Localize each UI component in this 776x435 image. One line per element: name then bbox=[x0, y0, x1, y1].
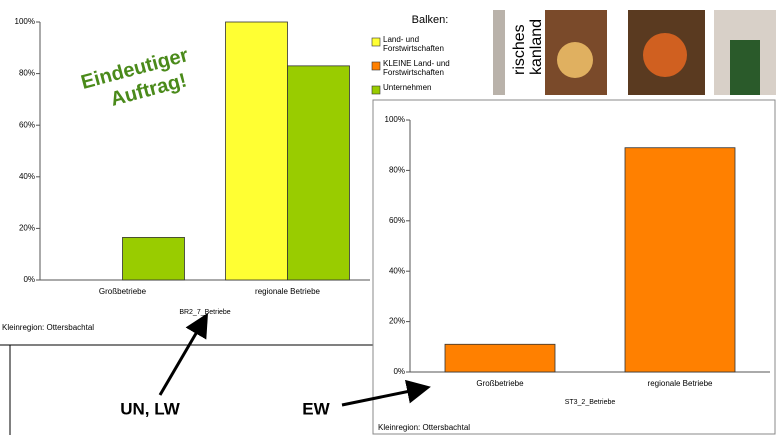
bar bbox=[225, 21, 288, 281]
x-tick-label: regionale Betriebe bbox=[648, 379, 713, 388]
y-tick-label: 80% bbox=[19, 69, 35, 78]
y-tick-label: 100% bbox=[15, 17, 35, 26]
bar bbox=[287, 65, 350, 281]
bar bbox=[122, 237, 185, 281]
photo-banner: risches kanland bbox=[493, 0, 776, 100]
y-tick-label: 80% bbox=[389, 166, 405, 175]
footnote: Kleinregion: Ottersbachtal bbox=[2, 323, 94, 332]
y-tick-label: 20% bbox=[19, 224, 35, 233]
y-tick-label: 60% bbox=[389, 216, 405, 225]
legend-label: KLEINE Land- und Forstwirtschaften bbox=[383, 59, 450, 77]
footnote: Kleinregion: Ottersbachtal bbox=[378, 423, 470, 432]
banner-text: risches bbox=[511, 24, 528, 75]
x-tick-label: regionale Betriebe bbox=[255, 287, 320, 296]
x-tick-label: Großbetriebe bbox=[99, 287, 147, 296]
legend-title: Balken: bbox=[412, 14, 449, 26]
x-tick-label: Großbetriebe bbox=[476, 379, 524, 388]
y-tick-label: 40% bbox=[19, 172, 35, 181]
y-tick-label: 0% bbox=[23, 275, 35, 284]
bar bbox=[444, 343, 556, 373]
y-tick-label: 20% bbox=[389, 317, 405, 326]
legend-label: Unternehmen bbox=[383, 83, 431, 92]
y-tick-label: 0% bbox=[393, 367, 405, 376]
legend-swatch bbox=[371, 37, 381, 47]
y-tick-label: 100% bbox=[385, 115, 405, 124]
legend-swatch bbox=[371, 61, 381, 71]
legend-swatch bbox=[371, 85, 381, 95]
arrow bbox=[158, 312, 209, 396]
y-tick-label: 60% bbox=[19, 120, 35, 129]
callout: EW bbox=[302, 399, 330, 418]
x-axis-label: BR2_7_Betriebe bbox=[179, 309, 230, 316]
banner-text: kanland bbox=[528, 19, 545, 75]
callout: UN, LW bbox=[120, 399, 180, 418]
y-tick-label: 40% bbox=[389, 266, 405, 275]
legend-label: Land- und Forstwirtschaften bbox=[383, 35, 444, 53]
arrow bbox=[341, 379, 431, 407]
bar bbox=[624, 147, 736, 373]
x-axis-label: ST3_2_Betriebe bbox=[565, 399, 616, 406]
